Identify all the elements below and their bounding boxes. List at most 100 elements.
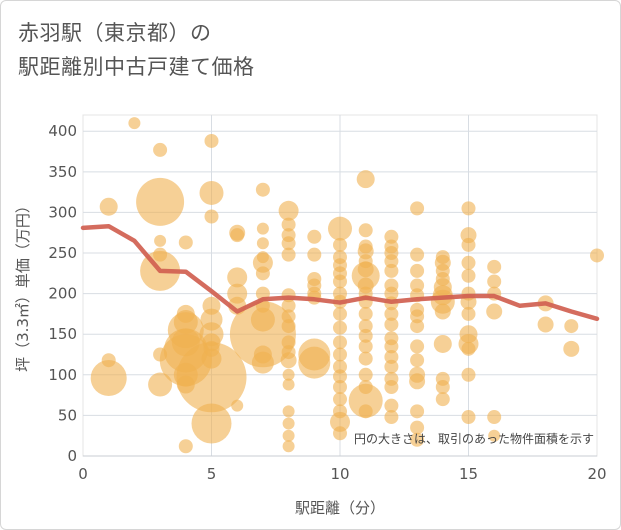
bubble-point: [333, 320, 347, 335]
bubble-point: [410, 404, 425, 419]
y-tick-label: 0: [67, 447, 77, 465]
bubble-point: [191, 403, 232, 444]
size-annotation: 円の大きさは、取引のあった物件面積を示す: [354, 431, 594, 446]
bubble-point: [461, 237, 476, 252]
bubble-point: [590, 248, 604, 263]
bubble-point: [384, 263, 399, 278]
bubble-point: [333, 237, 347, 252]
bubble-point: [563, 340, 580, 357]
bubble-point: [99, 197, 118, 216]
bubble-point: [384, 379, 399, 394]
chart-title-line2: 駅距離別中古戸建て価格: [18, 55, 255, 79]
y-axis-label: 坪（3.3㎡）単価（万円）: [14, 198, 32, 372]
bubble-point: [358, 328, 373, 343]
bubble-point: [333, 379, 347, 394]
bubble-point: [231, 399, 244, 412]
bubble-point: [384, 229, 399, 244]
bubble-point: [384, 254, 399, 269]
bubble-point: [410, 263, 425, 278]
bubble-point: [278, 200, 299, 221]
bubble-point: [433, 334, 452, 353]
bubble-point: [461, 306, 476, 321]
bubble-point: [410, 309, 425, 324]
chart-title-line1: 赤羽駅（東京都）の: [18, 21, 212, 45]
bubble-point: [461, 410, 476, 425]
y-axis-ticks: 0 50 100 150 200 250 300 350 400: [48, 122, 77, 465]
bubble-point: [410, 319, 425, 334]
bubble-point: [384, 410, 399, 425]
bubble-point: [384, 398, 399, 413]
bubble-point: [410, 247, 425, 262]
bubble-point: [227, 267, 248, 288]
bubble-point: [176, 342, 247, 413]
bubble-point: [358, 339, 373, 354]
bubble-point: [333, 392, 347, 407]
bubble-point: [90, 360, 127, 397]
bubble-point: [136, 177, 185, 226]
bubble-point: [330, 411, 350, 432]
bubble-point: [333, 359, 347, 374]
bubble-point: [410, 432, 425, 447]
bubble-point: [199, 180, 224, 205]
bubble-point: [153, 142, 168, 157]
bubble-point: [282, 405, 295, 418]
x-tick-label: 0: [78, 465, 88, 483]
trend-series: [80, 223, 600, 322]
x-axis-ticks: 0 5 10 15 20: [78, 465, 606, 483]
bubble-point: [282, 378, 295, 391]
bubble-point: [307, 229, 322, 244]
bubble-point: [487, 274, 502, 289]
x-tick-label: 15: [459, 465, 478, 483]
bubble-point: [434, 303, 451, 320]
bubble-point: [252, 252, 273, 273]
bubble-point: [487, 259, 502, 274]
x-tick-label: 10: [330, 465, 349, 483]
bubble-point: [410, 420, 425, 435]
y-tick-label: 50: [58, 406, 77, 424]
bubble-point: [255, 266, 270, 281]
bubble-point: [281, 236, 296, 251]
bubble-point: [461, 268, 476, 283]
bubble-point: [204, 133, 219, 148]
bubble-point: [307, 247, 322, 262]
bubble-point: [461, 201, 476, 216]
trend-line: [80, 223, 600, 322]
bubble-point: [204, 209, 219, 224]
bubble-point: [384, 306, 399, 321]
bubble-point: [281, 298, 296, 313]
bubble-point: [487, 410, 502, 425]
bubble-point: [154, 234, 167, 247]
bubble-point: [282, 440, 295, 453]
bubble-point: [282, 368, 295, 381]
bubble-point: [358, 404, 373, 419]
bubble-point: [280, 352, 297, 369]
bubble-point: [537, 316, 554, 333]
bubble-point: [488, 429, 501, 442]
y-tick-label: 100: [48, 366, 77, 384]
y-tick-label: 200: [48, 285, 77, 303]
bubble-point: [251, 351, 274, 374]
bubble-point: [333, 369, 347, 384]
bubble-point: [128, 117, 141, 130]
bubble-point: [281, 335, 296, 350]
bubble-point: [333, 335, 347, 350]
x-axis-label: 駅距離（分）: [295, 499, 385, 517]
chart-title: 赤羽駅（東京都）の 駅距離別中古戸建て価格: [18, 16, 255, 84]
bubble-point: [435, 379, 450, 394]
bubble-point: [328, 216, 352, 241]
bubble-point: [410, 353, 425, 368]
bubble-point: [410, 201, 425, 216]
bubble-point: [358, 319, 373, 334]
y-tick-label: 400: [48, 122, 77, 140]
bubble-point: [230, 228, 245, 243]
bubble-point: [282, 417, 295, 430]
bubble-point: [461, 341, 476, 356]
bubble-point: [384, 286, 399, 301]
bubble-point: [333, 306, 347, 321]
bubble-point: [358, 367, 373, 382]
bubble-point: [256, 222, 269, 235]
bubble-point: [298, 346, 331, 379]
bubble-point: [486, 303, 503, 320]
bubble-point: [356, 170, 375, 189]
